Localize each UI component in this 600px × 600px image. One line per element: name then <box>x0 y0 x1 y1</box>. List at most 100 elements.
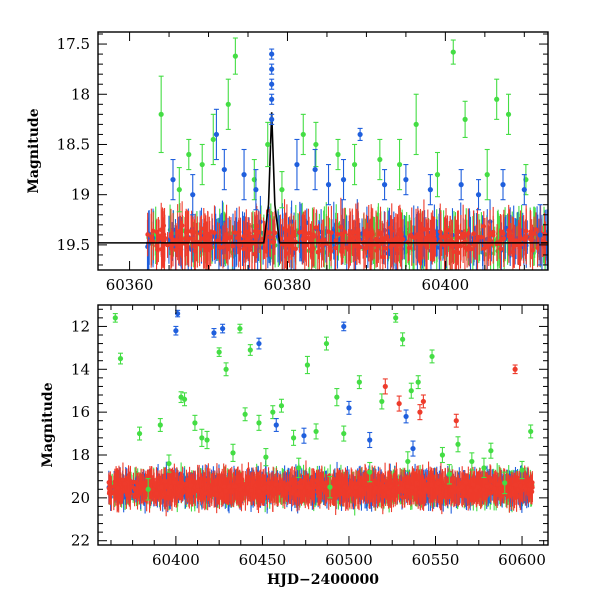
background-point <box>183 230 189 235</box>
data-point <box>396 161 403 168</box>
background-point <box>338 231 344 237</box>
data-point <box>413 121 419 127</box>
data-point <box>190 192 196 198</box>
background-point <box>241 246 246 252</box>
data-point <box>269 81 275 87</box>
data-point <box>505 111 512 117</box>
background-point <box>173 247 179 253</box>
background-point <box>443 232 448 238</box>
background-point <box>428 238 433 243</box>
background-point <box>314 225 319 230</box>
top-y-axis-label: Magnitude <box>26 108 42 193</box>
background-point <box>268 235 273 240</box>
background-point <box>475 235 480 241</box>
data-point <box>427 187 433 193</box>
top-dense-observations <box>145 195 548 270</box>
data-point <box>269 51 275 57</box>
background-point <box>311 232 316 237</box>
background-point <box>363 229 369 235</box>
data-point <box>335 151 341 158</box>
top-axis-ticks: 60360 60380 60400 17.5 18 18.5 19 19.5 <box>57 32 548 294</box>
background-point <box>456 229 461 234</box>
background-point <box>368 249 373 254</box>
background-point <box>542 231 547 237</box>
y-tick-label: 19 <box>71 186 90 204</box>
background-point <box>297 230 302 235</box>
background-point <box>264 230 270 236</box>
background-point <box>224 231 229 237</box>
background-point <box>286 236 292 242</box>
data-point <box>221 166 227 173</box>
background-point <box>289 244 295 249</box>
data-point <box>300 131 306 138</box>
data-point <box>521 187 527 193</box>
background-point <box>423 238 429 243</box>
data-point <box>265 141 271 148</box>
data-point <box>279 187 285 193</box>
background-point <box>362 246 368 251</box>
data-point <box>340 177 347 183</box>
background-point <box>507 231 512 236</box>
background-point <box>357 244 363 250</box>
background-point <box>394 237 400 243</box>
data-point <box>176 187 182 193</box>
data-point <box>494 96 500 102</box>
data-point <box>225 101 231 107</box>
background-point <box>378 230 383 235</box>
y-tick-label: 18.5 <box>57 135 90 153</box>
background-point <box>388 225 393 231</box>
background-point <box>150 228 156 234</box>
data-point <box>313 141 319 148</box>
background-point <box>217 245 223 250</box>
background-point <box>471 231 476 237</box>
background-point <box>306 235 311 241</box>
y-tick-label: 18 <box>71 85 90 103</box>
y-tick-label: 19.5 <box>57 236 90 254</box>
data-point <box>232 53 238 59</box>
background-point <box>245 236 251 242</box>
x-tick-label: 60360 <box>106 276 154 294</box>
background-point <box>205 236 211 242</box>
data-point <box>294 161 300 168</box>
data-point <box>475 192 482 198</box>
background-point <box>438 234 444 239</box>
data-point <box>213 131 220 138</box>
background-point <box>449 243 455 248</box>
background-point <box>348 236 353 241</box>
background-point <box>232 230 238 235</box>
background-point <box>456 250 461 256</box>
data-point <box>325 182 332 188</box>
data-point <box>484 171 490 178</box>
data-point <box>351 161 358 168</box>
background-point <box>198 231 203 236</box>
background-point <box>419 233 425 238</box>
background-point <box>369 227 374 232</box>
background-point <box>447 237 453 243</box>
background-point <box>443 226 449 232</box>
background-point <box>328 248 334 254</box>
background-point <box>333 238 339 243</box>
background-point <box>329 230 334 236</box>
data-point <box>269 96 275 102</box>
data-point <box>357 131 363 138</box>
background-point <box>510 249 516 255</box>
background-point <box>230 243 235 249</box>
background-point <box>317 248 322 253</box>
background-point <box>342 229 347 235</box>
background-point <box>304 242 309 248</box>
background-point <box>390 242 396 248</box>
data-point <box>403 177 409 183</box>
data-point <box>199 161 205 168</box>
data-point <box>253 187 259 193</box>
data-point <box>500 182 506 188</box>
background-point <box>523 228 529 234</box>
background-point <box>531 231 537 236</box>
data-point <box>269 116 275 122</box>
data-point <box>381 182 388 188</box>
background-point <box>380 254 386 260</box>
background-point <box>209 229 215 235</box>
background-point <box>145 232 150 237</box>
background-point <box>189 229 195 234</box>
